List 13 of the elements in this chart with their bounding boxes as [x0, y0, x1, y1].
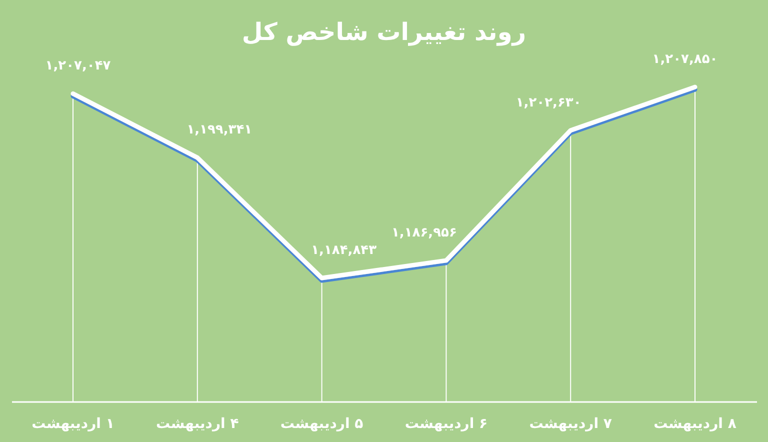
data-label: ۱,۱۸۶,۹۵۶	[391, 225, 457, 240]
x-tick-label: ۸ اردیبهشت	[654, 416, 737, 432]
x-tick-label: ۷ اردیبهشت	[529, 416, 612, 432]
x-tick-label: ۶ اردیبهشت	[404, 416, 488, 432]
data-label: ۱,۱۹۹,۳۴۱	[186, 122, 252, 138]
x-tick-label: ۱ اردیبهشت	[32, 416, 114, 432]
chart-title: روند تغییرات شاخص کل	[242, 18, 526, 46]
data-label: ۱,۱۸۴,۸۴۳	[311, 243, 377, 258]
data-label: ۱,۲۰۷,۰۴۷	[45, 58, 111, 74]
data-label: ۱,۲۰۲,۶۳۰	[516, 95, 582, 110]
x-tick-label: ۵ اردیبهشت	[280, 416, 364, 432]
data-label: ۱,۲۰۷,۸۵۰	[652, 52, 718, 67]
x-tick-label: ۴ اردیبهشت	[156, 416, 240, 432]
